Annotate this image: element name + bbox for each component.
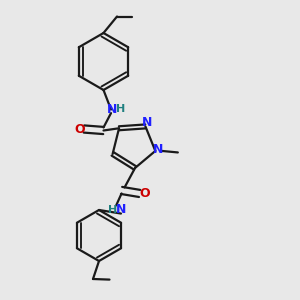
Text: N: N: [152, 143, 163, 156]
Text: N: N: [107, 103, 117, 116]
Text: H: H: [116, 104, 125, 114]
Text: O: O: [139, 187, 150, 200]
Text: N: N: [116, 203, 126, 216]
Text: O: O: [74, 122, 85, 136]
Text: N: N: [142, 116, 152, 129]
Text: H: H: [108, 205, 117, 215]
